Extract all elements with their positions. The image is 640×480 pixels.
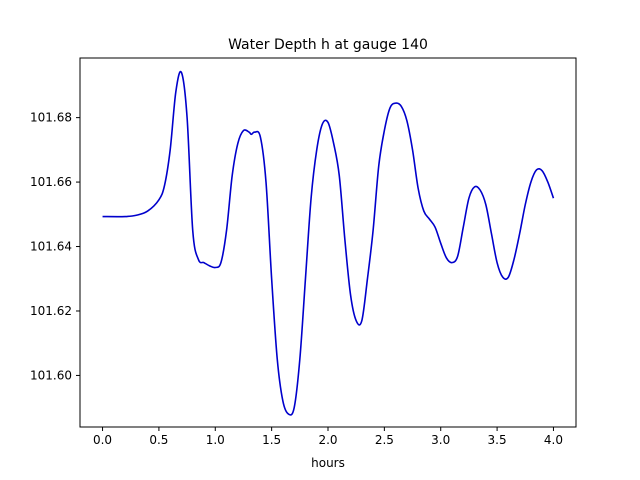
chart-title: Water Depth h at gauge 140 [228, 37, 428, 53]
y-tick-label: 101.64 [30, 240, 72, 254]
x-tick-label: 0.0 [93, 433, 112, 447]
x-tick-label: 4.0 [544, 433, 563, 447]
x-tick-label: 0.5 [149, 433, 168, 447]
x-tick-label: 3.5 [488, 433, 507, 447]
x-tick-label: 2.5 [375, 433, 394, 447]
plot-area [79, 57, 577, 428]
x-axis-label: hours [311, 456, 345, 470]
x-tick-label: 3.0 [431, 433, 450, 447]
x-tick-label: 1.0 [206, 433, 225, 447]
y-tick-label: 101.62 [30, 304, 72, 318]
y-tick-label: 101.60 [30, 368, 72, 382]
plot-frame [79, 57, 577, 428]
x-tick-label: 2.0 [318, 433, 337, 447]
y-axis: 101.60 101.62 101.64 101.66 101.68 [30, 111, 80, 382]
y-tick-label: 101.66 [30, 175, 72, 189]
x-tick-label: 1.5 [262, 433, 281, 447]
x-axis: 0.0 0.5 1.0 1.5 2.0 2.5 3.0 3.5 4.0 [93, 427, 563, 447]
series-line-0 [102, 70, 555, 416]
y-tick-label: 101.68 [30, 111, 72, 125]
